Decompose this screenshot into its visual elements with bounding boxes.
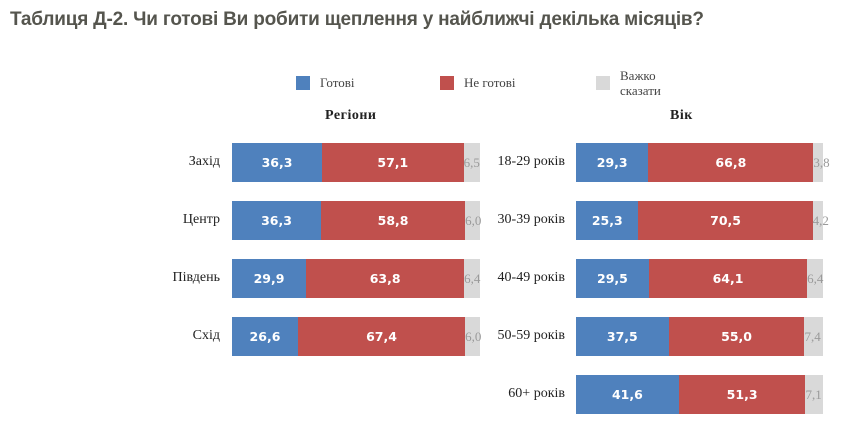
legend-swatch-ready [296, 76, 310, 90]
bar-segment-hard-to-say: 6,5 [463, 143, 480, 182]
category-label: 30-39 років [497, 212, 565, 227]
legend-item-hard-to-say: Важко сказати [596, 68, 661, 98]
legend-item-not-ready: Не готові [440, 76, 516, 90]
bar-segment-hard-to-say: 3,8 [813, 143, 830, 182]
data-label-hard-to-say: 6,0 [465, 328, 482, 344]
bar-segment-not-ready: 63,8 [306, 259, 465, 298]
data-label-not-ready: 66,8 [715, 155, 747, 170]
bar-segment-ready: 29,5 [576, 259, 649, 298]
data-label-hard-to-say: 6,0 [465, 212, 482, 228]
bar-segment-not-ready: 51,3 [678, 375, 806, 414]
bar-segment-ready: 41,6 [576, 375, 679, 414]
data-label-not-ready: 58,8 [377, 213, 409, 228]
data-label-hard-to-say: 6,4 [464, 270, 481, 286]
data-label-hard-to-say: 3,8 [813, 154, 830, 170]
data-label-ready: 29,9 [253, 271, 285, 286]
stacked-bar: 29,5 64,1 6,4 [576, 259, 823, 298]
bar-segment-ready: 37,5 [576, 317, 669, 356]
bar-segment-hard-to-say: 7,1 [805, 375, 823, 414]
stacked-bar: 29,9 63,8 6,4 [232, 259, 480, 298]
stacked-bar: 41,6 51,3 7,1 [576, 375, 823, 414]
legend-item-ready: Готові [296, 76, 354, 90]
category-label: 18-29 років [497, 154, 565, 169]
bar-segment-hard-to-say: 7,4 [804, 317, 823, 356]
data-label-not-ready: 57,1 [377, 155, 409, 170]
bar-segment-not-ready: 58,8 [320, 201, 466, 240]
data-label-ready: 41,6 [611, 387, 643, 402]
bar-segment-hard-to-say: 6,4 [464, 259, 480, 298]
stacked-bar: 37,5 55,0 7,4 [576, 317, 823, 356]
bar-segment-hard-to-say: 6,0 [465, 201, 482, 240]
category-label: 50-59 років [497, 328, 565, 343]
bar-segment-hard-to-say: 6,4 [807, 259, 823, 298]
bar-segment-hard-to-say: 4,2 [812, 201, 829, 240]
category-label: Схід [192, 328, 220, 343]
bar-segment-not-ready: 57,1 [322, 143, 464, 182]
data-label-ready: 25,3 [591, 213, 623, 228]
data-label-hard-to-say: 7,4 [804, 328, 821, 344]
category-label: 40-49 років [497, 270, 565, 285]
data-label-ready: 36,3 [261, 213, 292, 228]
data-label-ready: 37,5 [606, 329, 638, 344]
bar-segment-not-ready: 70,5 [638, 201, 813, 240]
data-label-hard-to-say: 4,2 [812, 212, 829, 228]
legend-label-ready: Готові [320, 75, 355, 90]
bar-segment-hard-to-say: 6,0 [465, 317, 482, 356]
category-label: Захід [188, 154, 220, 169]
panel-title-age: Вік [670, 108, 693, 123]
data-label-not-ready: 64,1 [712, 271, 744, 286]
bar-segment-ready: 36,3 [232, 143, 323, 182]
legend-swatch-not-ready [440, 76, 454, 90]
category-label: Центр [182, 212, 220, 227]
stacked-bar: 36,3 58,8 6,0 [232, 201, 482, 240]
panel-title-regions: Регіони [325, 108, 377, 123]
data-label-ready: 26,6 [249, 329, 281, 344]
category-label: 60+ років [508, 386, 565, 401]
legend-label-hard-to-say-line1: Важко [620, 68, 656, 83]
stacked-bar: 29,3 66,8 3,8 [576, 143, 830, 182]
bar-segment-ready: 29,9 [232, 259, 307, 298]
data-label-hard-to-say: 6,5 [463, 154, 480, 170]
legend-label-not-ready: Не готові [464, 75, 516, 90]
data-label-not-ready: 67,4 [366, 329, 397, 344]
bar-segment-ready: 29,3 [576, 143, 649, 182]
bar-segment-ready: 26,6 [232, 317, 298, 356]
stacked-bar: 25,3 70,5 4,2 [576, 201, 829, 240]
data-label-ready: 29,5 [597, 271, 628, 286]
bar-segment-not-ready: 67,4 [297, 317, 466, 356]
category-label: Південь [172, 270, 220, 285]
bar-segment-not-ready: 66,8 [648, 143, 814, 182]
data-label-not-ready: 55,0 [721, 329, 752, 344]
data-label-not-ready: 63,8 [369, 271, 401, 286]
bar-segment-not-ready: 64,1 [648, 259, 808, 298]
legend-swatch-hard-to-say [596, 76, 610, 90]
data-label-hard-to-say: 6,4 [807, 270, 824, 286]
page-title: Таблиця Д-2. Чи готові Ви робити щепленн… [10, 9, 704, 30]
data-label-hard-to-say: 7,1 [805, 386, 822, 402]
bar-segment-ready: 36,3 [232, 201, 321, 240]
stacked-bar: 36,3 57,1 6,5 [232, 143, 480, 182]
bar-segment-not-ready: 55,0 [668, 317, 805, 356]
data-label-not-ready: 70,5 [710, 213, 741, 228]
bar-segment-ready: 25,3 [576, 201, 639, 240]
data-label-not-ready: 51,3 [726, 387, 758, 402]
legend-label-hard-to-say-line2: сказати [620, 83, 661, 98]
data-label-ready: 29,3 [596, 155, 628, 170]
legend-label-hard-to-say: Важко сказати [620, 68, 661, 98]
data-label-ready: 36,3 [261, 155, 293, 170]
stacked-bar: 26,6 67,4 6,0 [232, 317, 482, 356]
